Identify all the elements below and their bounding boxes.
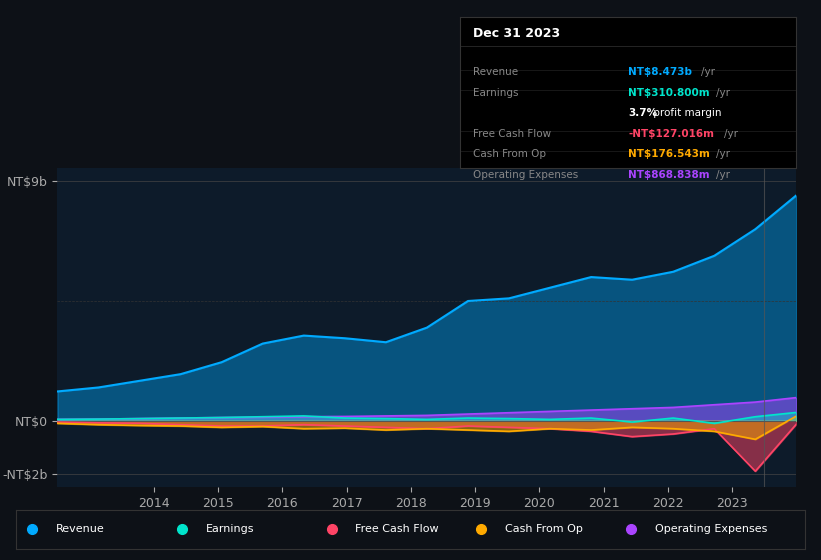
Text: profit margin: profit margin: [650, 108, 722, 118]
Text: Operating Expenses: Operating Expenses: [473, 170, 579, 180]
Text: Cash From Op: Cash From Op: [473, 149, 546, 159]
Text: /yr: /yr: [701, 67, 715, 77]
Text: NT$310.800m: NT$310.800m: [628, 88, 709, 98]
Text: Free Cash Flow: Free Cash Flow: [473, 129, 552, 139]
Text: Revenue: Revenue: [473, 67, 518, 77]
Text: Cash From Op: Cash From Op: [505, 524, 583, 534]
Text: /yr: /yr: [716, 170, 730, 180]
Text: NT$176.543m: NT$176.543m: [628, 149, 710, 159]
Text: Revenue: Revenue: [56, 524, 104, 534]
Text: Free Cash Flow: Free Cash Flow: [355, 524, 439, 534]
Text: /yr: /yr: [723, 129, 737, 139]
Text: NT$8.473b: NT$8.473b: [628, 67, 692, 77]
Text: Operating Expenses: Operating Expenses: [655, 524, 767, 534]
Text: Dec 31 2023: Dec 31 2023: [473, 27, 561, 40]
Text: -NT$127.016m: -NT$127.016m: [628, 129, 714, 139]
Text: Earnings: Earnings: [205, 524, 254, 534]
Text: NT$868.838m: NT$868.838m: [628, 170, 709, 180]
Text: 3.7%: 3.7%: [628, 108, 657, 118]
Text: /yr: /yr: [716, 149, 730, 159]
Text: /yr: /yr: [716, 88, 730, 98]
Text: Earnings: Earnings: [473, 88, 519, 98]
